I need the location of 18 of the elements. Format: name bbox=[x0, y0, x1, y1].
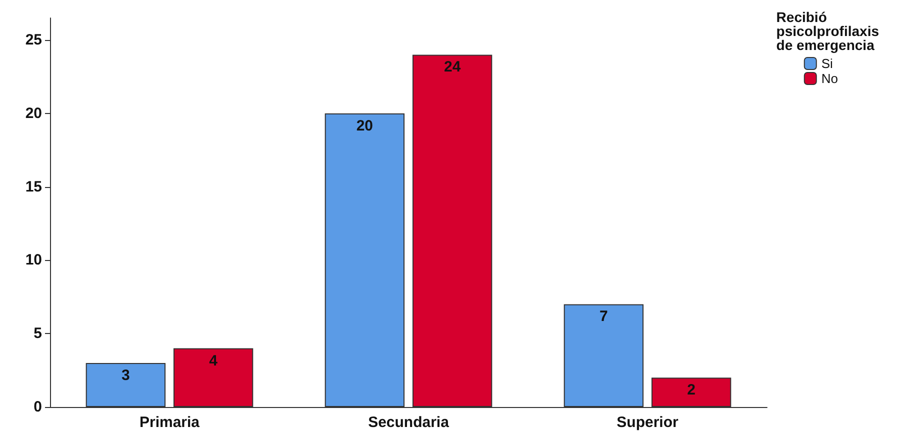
x-tick-label: Superior bbox=[616, 414, 678, 431]
data-label: 2 bbox=[687, 382, 696, 399]
y-tick-label: 25 bbox=[25, 32, 42, 49]
legend-label: Si bbox=[821, 56, 834, 71]
legend-label: No bbox=[821, 71, 838, 86]
x-tick-label: Primaria bbox=[139, 414, 200, 431]
data-label: 4 bbox=[209, 352, 218, 370]
x-tick-label: Secundaria bbox=[368, 414, 450, 431]
data-label: 20 bbox=[356, 117, 374, 134]
y-tick-label: 15 bbox=[25, 178, 42, 196]
y-tick-label: 10 bbox=[25, 252, 42, 269]
data-label: 24 bbox=[444, 58, 462, 76]
data-label: 7 bbox=[600, 308, 608, 326]
y-tick-label: 0 bbox=[34, 398, 42, 416]
data-label: 3 bbox=[122, 366, 130, 384]
y-tick-label: 20 bbox=[25, 104, 42, 122]
y-tick-label: 5 bbox=[34, 325, 42, 342]
legend-title: Recibió psicolprofilaxis de emergencia bbox=[776, 9, 880, 53]
